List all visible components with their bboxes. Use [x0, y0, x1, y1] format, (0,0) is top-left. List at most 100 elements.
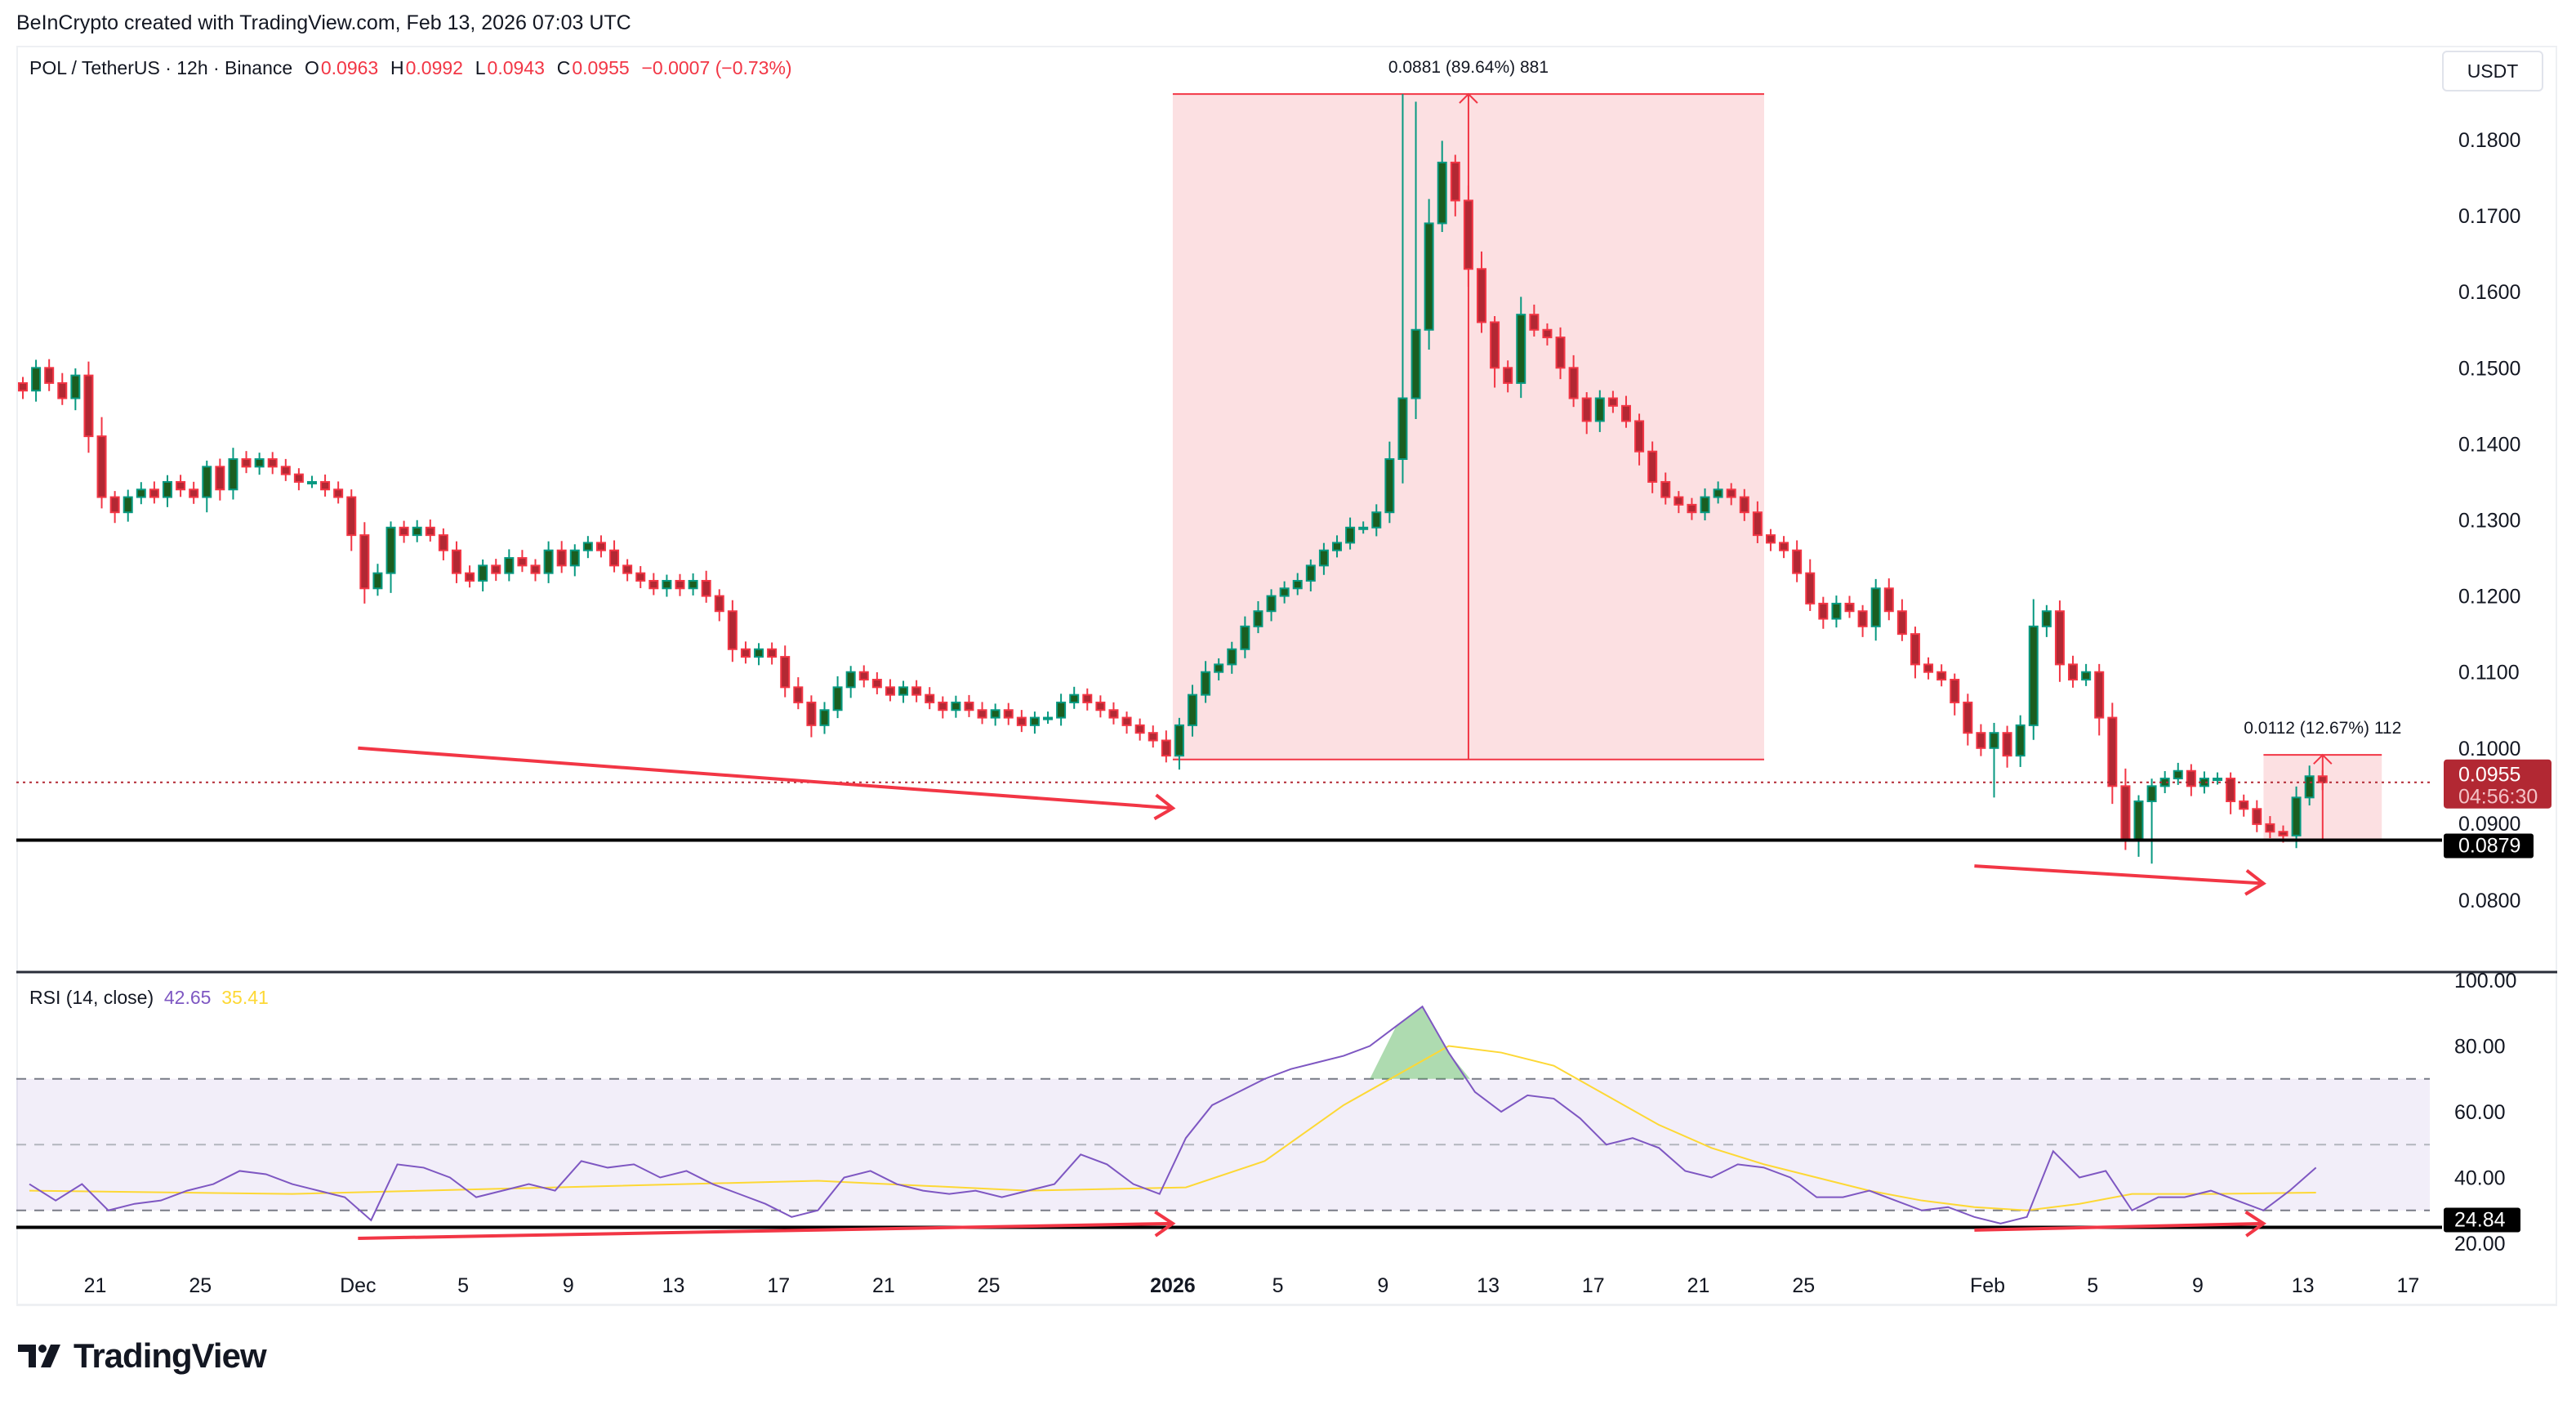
candle-body: [754, 648, 764, 658]
candle-body: [964, 701, 974, 711]
candle-body: [1371, 511, 1382, 529]
candle-body: [1397, 397, 1408, 461]
candle-body: [1883, 587, 1894, 613]
candle: [556, 541, 567, 573]
candle-body: [1936, 671, 1947, 681]
candle-body: [2252, 808, 2262, 825]
candle-body: [2094, 671, 2105, 719]
candle-body: [1634, 420, 1645, 453]
candle-body: [280, 466, 291, 475]
candle: [136, 482, 146, 505]
bar-countdown: 04:56:30: [2458, 786, 2538, 809]
tradingview-logo[interactable]: TradingView: [18, 1336, 267, 1376]
candle-body: [530, 564, 541, 574]
price-axis-label: 0.1700: [2458, 205, 2520, 228]
candle: [1936, 664, 1947, 687]
rsi-ma-value: 35.41: [221, 987, 269, 1008]
candle-body: [925, 694, 935, 703]
candle-body: [70, 374, 81, 399]
candle-body: [2081, 671, 2092, 681]
candle-body: [569, 549, 580, 567]
candle: [1896, 599, 1907, 641]
time-axis-label: 17: [1582, 1274, 1605, 1297]
candle-body: [662, 579, 672, 590]
candle-body: [1976, 732, 1986, 749]
candle-body: [1581, 397, 1592, 422]
candle: [2146, 778, 2157, 864]
low-label: L: [475, 57, 486, 78]
candle: [2239, 794, 2249, 817]
symbol-info[interactable]: POL / TetherUS · 12h · Binance: [29, 57, 293, 78]
candle-body: [215, 466, 225, 491]
candle: [767, 642, 778, 665]
candle-body: [1318, 549, 1329, 567]
candle-body: [780, 656, 791, 689]
candle: [871, 671, 882, 694]
candle-body: [714, 595, 724, 613]
candle-body: [1607, 397, 1618, 407]
candle: [1503, 360, 1513, 393]
candle: [1358, 521, 1369, 534]
candle-body: [2041, 610, 2052, 627]
candle: [2265, 816, 2275, 839]
price-trend-arrow-line: [358, 746, 1174, 810]
candle-body: [176, 480, 186, 491]
candle: [1371, 504, 1382, 537]
candle: [1976, 724, 1986, 756]
currency-button[interactable]: USDT: [2442, 51, 2543, 91]
candle: [189, 481, 199, 504]
candle-body: [793, 686, 804, 703]
candle-body: [1739, 496, 1749, 514]
candle: [1450, 154, 1460, 216]
candle: [176, 475, 186, 497]
candle-body: [1148, 732, 1158, 742]
candle-body: [18, 381, 28, 392]
candle: [1082, 688, 1093, 711]
candle-body: [1450, 161, 1460, 202]
candle: [1227, 641, 1237, 674]
rsi-line: [29, 1005, 2317, 1224]
rsi-trend-arrow-line: [1974, 1221, 2264, 1232]
candle-body: [1503, 367, 1513, 384]
candle: [162, 475, 172, 507]
candle-body: [1989, 732, 1999, 749]
candle: [1253, 600, 1263, 634]
rsi-label[interactable]: RSI (14, close): [29, 987, 154, 1008]
candle: [530, 559, 541, 582]
measure-arrow-head: [2313, 753, 2333, 765]
high-label: H: [390, 57, 404, 78]
candle-body: [898, 686, 909, 696]
candle-body: [2239, 800, 2249, 810]
candle-body: [346, 496, 357, 537]
candle-body: [622, 564, 633, 574]
candle: [149, 481, 159, 504]
candle: [1818, 596, 1829, 629]
support-price-badge: [2444, 833, 2534, 859]
candle: [1923, 657, 1934, 680]
candle-body: [2068, 663, 2079, 681]
candle-body: [727, 610, 738, 650]
candle-body: [582, 542, 593, 551]
candle: [911, 680, 922, 702]
candle: [306, 475, 317, 488]
candle-body: [1188, 694, 1198, 726]
candle-body: [399, 526, 409, 537]
candle-body: [1332, 542, 1342, 551]
candle: [845, 666, 856, 698]
candle: [1476, 251, 1486, 333]
candle: [2054, 600, 2065, 682]
candle-body: [504, 557, 515, 574]
measure-label: 0.0881 (89.64%) 881: [1388, 58, 1549, 77]
candle: [1529, 304, 1540, 337]
candle-body: [1529, 314, 1540, 331]
candle: [1121, 711, 1132, 734]
candle: [1016, 710, 1027, 733]
candle: [1069, 686, 1080, 709]
candle-body: [688, 579, 698, 590]
candle: [1910, 627, 1920, 679]
candle-body: [2133, 800, 2144, 841]
candle-body: [1043, 716, 1054, 720]
rsi-axis-label: 20.00: [2454, 1233, 2506, 1256]
candle-body: [228, 458, 238, 491]
